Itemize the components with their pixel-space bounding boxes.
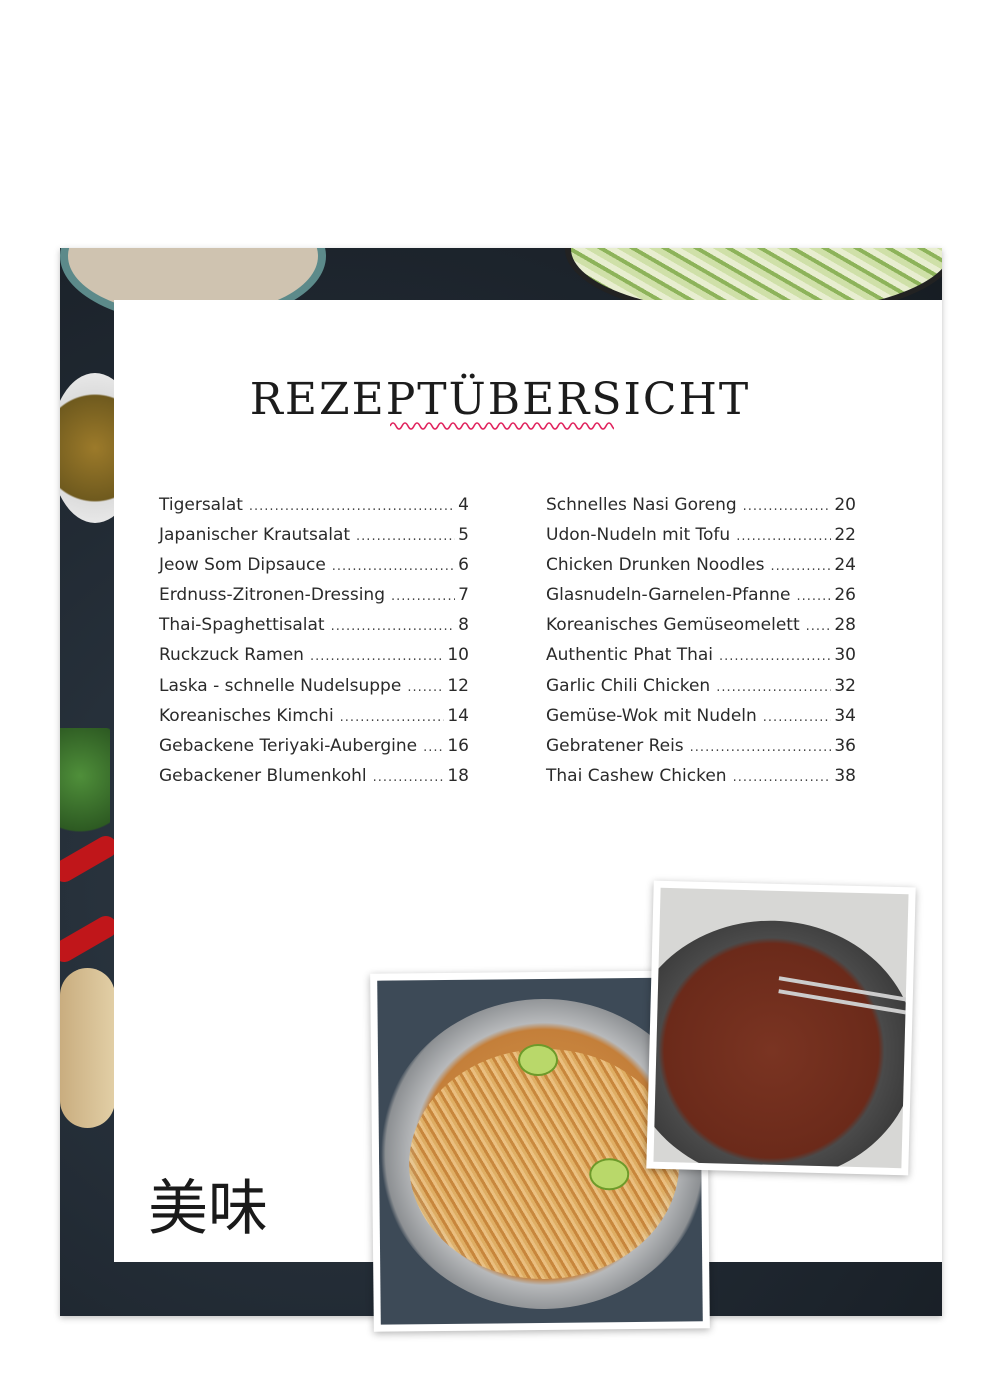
ginger-image	[60, 968, 115, 1128]
recipe-name: Chicken Drunken Noodles	[546, 555, 765, 576]
recipe-name: Thai Cashew Chicken	[546, 765, 727, 786]
toc-entry[interactable]: Garlic Chili Chicken 32	[546, 676, 856, 706]
page-number: 32	[834, 675, 856, 696]
page-number: 5	[458, 525, 469, 546]
recipe-name: Erdnuss-Zitronen-Dressing	[159, 585, 385, 606]
dot-leader	[733, 770, 832, 785]
toc-entry[interactable]: Schnelles Nasi Goreng 20	[546, 495, 856, 525]
toc-entry[interactable]: Thai-Spaghettisalat 8	[159, 615, 469, 645]
recipe-name: Udon-Nudeln mit Tofu	[546, 525, 731, 546]
page-number: 8	[458, 615, 469, 636]
page-number: 28	[834, 615, 856, 636]
toc-entry[interactable]: Udon-Nudeln mit Tofu 22	[546, 525, 856, 555]
dot-leader	[770, 559, 831, 574]
page-number: 24	[834, 555, 856, 576]
dot-leader	[249, 499, 455, 514]
recipe-name: Authentic Phat Thai	[546, 645, 714, 666]
recipe-name: Laska - schnelle Nudelsuppe	[159, 675, 402, 696]
page-number: 6	[458, 555, 469, 576]
dot-leader	[719, 649, 831, 664]
toc-entry[interactable]: Thai Cashew Chicken 38	[546, 766, 856, 796]
dot-leader	[797, 589, 832, 604]
recipe-name: Koreanisches Gemüseomelett	[546, 615, 800, 636]
recipe-name: Garlic Chili Chicken	[546, 675, 711, 696]
recipe-name: Gebackener Blumenkohl	[159, 765, 367, 786]
page-number: 30	[834, 645, 856, 666]
cilantro-image	[60, 728, 110, 848]
dot-leader	[806, 619, 832, 634]
dot-leader	[332, 559, 455, 574]
page-number: 26	[834, 585, 856, 606]
recipe-name: Gebackene Teriyaki-Aubergine	[159, 735, 418, 756]
dot-leader	[373, 770, 445, 785]
dot-leader	[340, 710, 445, 725]
recipe-name: Japanischer Krautsalat	[159, 525, 351, 546]
toc-entry[interactable]: Laska - schnelle Nudelsuppe 12	[159, 676, 469, 706]
recipe-name: Thai-Spaghettisalat	[159, 615, 325, 636]
toc-entry[interactable]: Glasnudeln-Garnelen-Pfanne 26	[546, 585, 856, 615]
toc-entry[interactable]: Gemüse-Wok mit Nudeln 34	[546, 706, 856, 736]
wavy-divider	[390, 422, 614, 430]
recipe-name: Tigersalat	[159, 495, 243, 515]
page-number: 12	[447, 675, 469, 696]
recipe-name: Jeow Som Dipsauce	[159, 555, 326, 576]
garlic-chili-chicken-photo	[646, 880, 916, 1176]
toc-entry[interactable]: Gebackener Blumenkohl 18	[159, 766, 469, 796]
toc-entry[interactable]: Ruckzuck Ramen 10	[159, 645, 469, 675]
page-number: 22	[834, 525, 856, 546]
dot-leader	[356, 529, 455, 544]
dot-leader	[391, 589, 455, 604]
page-number: 16	[447, 735, 469, 756]
dot-leader	[763, 710, 832, 725]
toc-entry[interactable]: Tigersalat 4	[159, 495, 469, 525]
page-number: 7	[458, 585, 469, 606]
page-number: 18	[447, 765, 469, 786]
recipe-name: Gebratener Reis	[546, 735, 684, 756]
page-number: 20	[834, 495, 856, 515]
dot-leader	[310, 649, 444, 664]
recipe-name: Glasnudeln-Garnelen-Pfanne	[546, 585, 791, 606]
toc-right-column: Schnelles Nasi Goreng 20 Udon-Nudeln mit T…	[546, 495, 856, 796]
toc-entry[interactable]: Jeow Som Dipsauce 6	[159, 555, 469, 585]
toc-entry[interactable]: Chicken Drunken Noodles 24	[546, 555, 856, 585]
recipe-name: Ruckzuck Ramen	[159, 645, 304, 666]
dot-leader	[423, 740, 444, 755]
toc-entry[interactable]: Japanischer Krautsalat 5	[159, 525, 469, 555]
dot-leader	[743, 499, 832, 514]
page-number: 36	[834, 735, 856, 756]
recipe-name: Koreanisches Kimchi	[159, 705, 334, 726]
page-number: 4	[458, 495, 469, 515]
chili-image	[60, 911, 121, 967]
toc-entry[interactable]: Gebratener Reis 36	[546, 736, 856, 766]
recipe-name: Schnelles Nasi Goreng	[546, 495, 737, 515]
dot-leader	[716, 680, 831, 695]
toc-entry[interactable]: Authentic Phat Thai 30	[546, 645, 856, 675]
page-title: REZEPTÜBERSICHT	[249, 374, 751, 426]
toc-entry[interactable]: Gebackene Teriyaki-Aubergine 16	[159, 736, 469, 766]
toc-entry[interactable]: Koreanisches Gemüseomelett 28	[546, 615, 856, 645]
dot-leader	[690, 740, 832, 755]
dot-leader	[331, 619, 456, 634]
dot-leader	[736, 529, 831, 544]
page-number: 10	[447, 645, 469, 666]
page-number: 34	[834, 705, 856, 726]
kanji-logo: 美味	[148, 1174, 268, 1244]
toc-left-column: Tigersalat 4 Japanischer Krautsalat 5 Jeow S…	[159, 495, 469, 796]
dot-leader	[407, 680, 444, 695]
recipe-name: Gemüse-Wok mit Nudeln	[546, 705, 757, 726]
toc-entry[interactable]: Erdnuss-Zitronen-Dressing 7	[159, 585, 469, 615]
page-number: 38	[834, 765, 856, 786]
page-number: 14	[447, 705, 469, 726]
toc-entry[interactable]: Koreanisches Kimchi 14	[159, 706, 469, 736]
